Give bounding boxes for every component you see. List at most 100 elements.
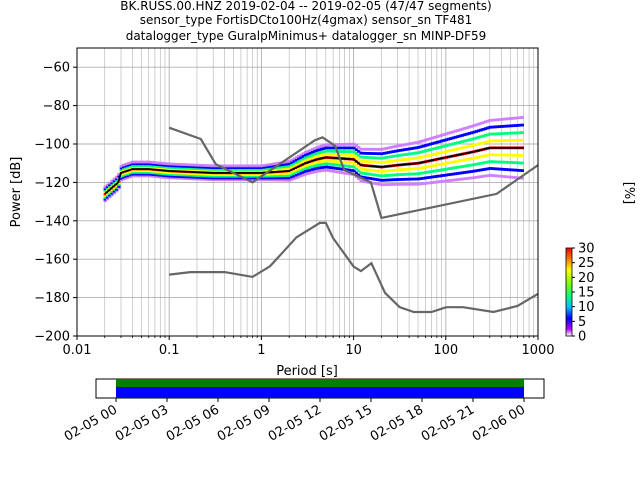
density-cell xyxy=(306,163,310,167)
density-cell xyxy=(200,165,204,169)
density-cell xyxy=(442,144,446,148)
density-cell xyxy=(287,162,292,166)
density-cell xyxy=(380,152,384,156)
density-cell xyxy=(419,155,423,159)
density-cell xyxy=(359,151,363,155)
density-cell xyxy=(467,132,471,135)
density-cell xyxy=(391,173,395,177)
density-cell xyxy=(384,146,388,150)
density-cell xyxy=(357,173,361,177)
density-cell xyxy=(324,152,329,156)
density-cell xyxy=(361,147,365,151)
density-cell xyxy=(306,158,310,162)
density-cell xyxy=(193,174,197,177)
density-cell xyxy=(108,183,112,187)
density-cell xyxy=(467,157,471,161)
density-cell xyxy=(347,150,352,154)
density-cell xyxy=(204,165,209,169)
density-cell xyxy=(115,175,119,179)
density-cell xyxy=(520,116,524,119)
density-cell xyxy=(271,164,276,168)
density-cell xyxy=(463,158,467,162)
density-cell xyxy=(232,176,236,180)
density-cell xyxy=(343,146,347,150)
density-cell xyxy=(168,164,172,168)
density-cell xyxy=(380,161,384,165)
density-cell xyxy=(382,183,386,187)
timeline-tick-label: 02-05 09 xyxy=(215,402,273,444)
density-cell xyxy=(403,172,407,176)
density-cell xyxy=(357,149,361,153)
density-cell xyxy=(177,162,181,166)
density-cell xyxy=(465,170,469,174)
density-cell xyxy=(370,156,375,160)
title-line-1: BK.RUSS.00.HNZ 2019-02-04 -- 2019-02-05 … xyxy=(120,0,491,13)
density-cell xyxy=(453,172,458,176)
density-cell xyxy=(248,169,252,173)
density-cell xyxy=(156,164,160,168)
density-cell xyxy=(248,174,252,178)
density-cell xyxy=(368,147,372,151)
density-cell xyxy=(463,177,467,181)
density-cell xyxy=(412,157,416,160)
density-cell xyxy=(435,180,439,184)
density-cell xyxy=(380,170,384,173)
density-cell xyxy=(502,124,506,128)
density-cell xyxy=(140,172,144,176)
density-cell xyxy=(442,139,446,142)
density-cell xyxy=(412,172,416,176)
density-cell xyxy=(430,136,435,140)
density-cell xyxy=(301,168,305,172)
density-cell xyxy=(486,167,490,171)
density-cell xyxy=(488,139,492,143)
density-cell xyxy=(377,147,382,151)
density-cell xyxy=(218,178,223,182)
density-cell xyxy=(520,138,524,142)
density-cell xyxy=(200,163,204,167)
density-cell xyxy=(223,174,227,178)
density-cell xyxy=(214,174,218,178)
density-cell xyxy=(142,174,146,178)
density-cell xyxy=(200,176,204,179)
density-cell xyxy=(121,165,126,169)
density-cell xyxy=(232,167,236,171)
density-cell xyxy=(442,173,446,177)
density-cell xyxy=(412,167,416,171)
density-cell xyxy=(497,139,501,143)
density-cell xyxy=(292,177,296,180)
density-cell xyxy=(488,160,492,163)
density-cell xyxy=(119,164,123,168)
density-cell xyxy=(500,160,504,164)
density-cell xyxy=(170,166,174,169)
density-cell xyxy=(396,182,400,186)
density-cell xyxy=(281,167,285,171)
density-cell xyxy=(373,173,377,177)
density-cell xyxy=(324,146,329,150)
density-cell xyxy=(384,160,388,164)
density-cell xyxy=(324,162,329,166)
density-cell xyxy=(115,187,119,191)
density-cell xyxy=(214,164,218,168)
density-cell xyxy=(179,173,183,177)
density-cell xyxy=(493,118,497,122)
density-cell xyxy=(400,168,405,171)
density-cell xyxy=(414,151,418,155)
density-cell xyxy=(230,173,234,176)
density-cell xyxy=(149,160,153,164)
density-cell xyxy=(128,161,133,165)
density-cell xyxy=(283,160,287,164)
density-cell xyxy=(419,150,423,154)
density-cell xyxy=(421,155,425,159)
density-cell xyxy=(476,175,481,179)
density-cell xyxy=(278,176,282,180)
density-cell xyxy=(474,136,478,140)
density-cell xyxy=(260,164,264,168)
density-cell xyxy=(188,166,193,170)
density-cell xyxy=(105,193,110,197)
density-cell xyxy=(513,139,518,142)
density-cell xyxy=(223,164,227,168)
density-cell xyxy=(241,166,246,170)
density-cell xyxy=(158,172,163,175)
density-cell xyxy=(449,167,453,170)
density-cell xyxy=(493,167,497,171)
